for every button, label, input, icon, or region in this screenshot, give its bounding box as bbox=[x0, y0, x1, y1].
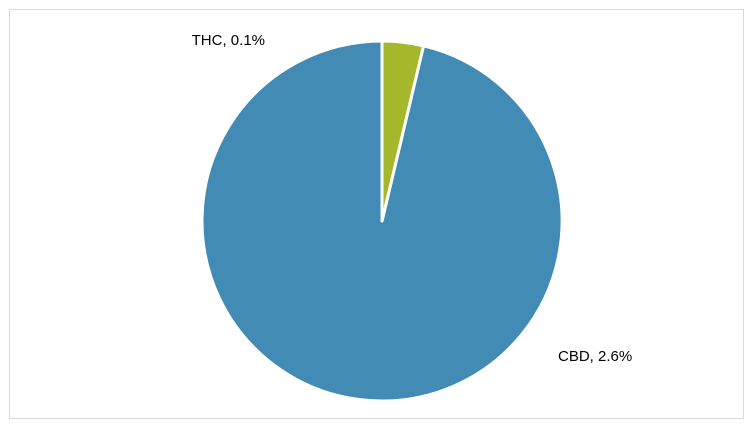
data-label-cbd: CBD, 2.6% bbox=[558, 348, 632, 365]
pie-slice-thc bbox=[380, 39, 426, 223]
data-label-thc: THC, 0.1% bbox=[192, 32, 265, 49]
